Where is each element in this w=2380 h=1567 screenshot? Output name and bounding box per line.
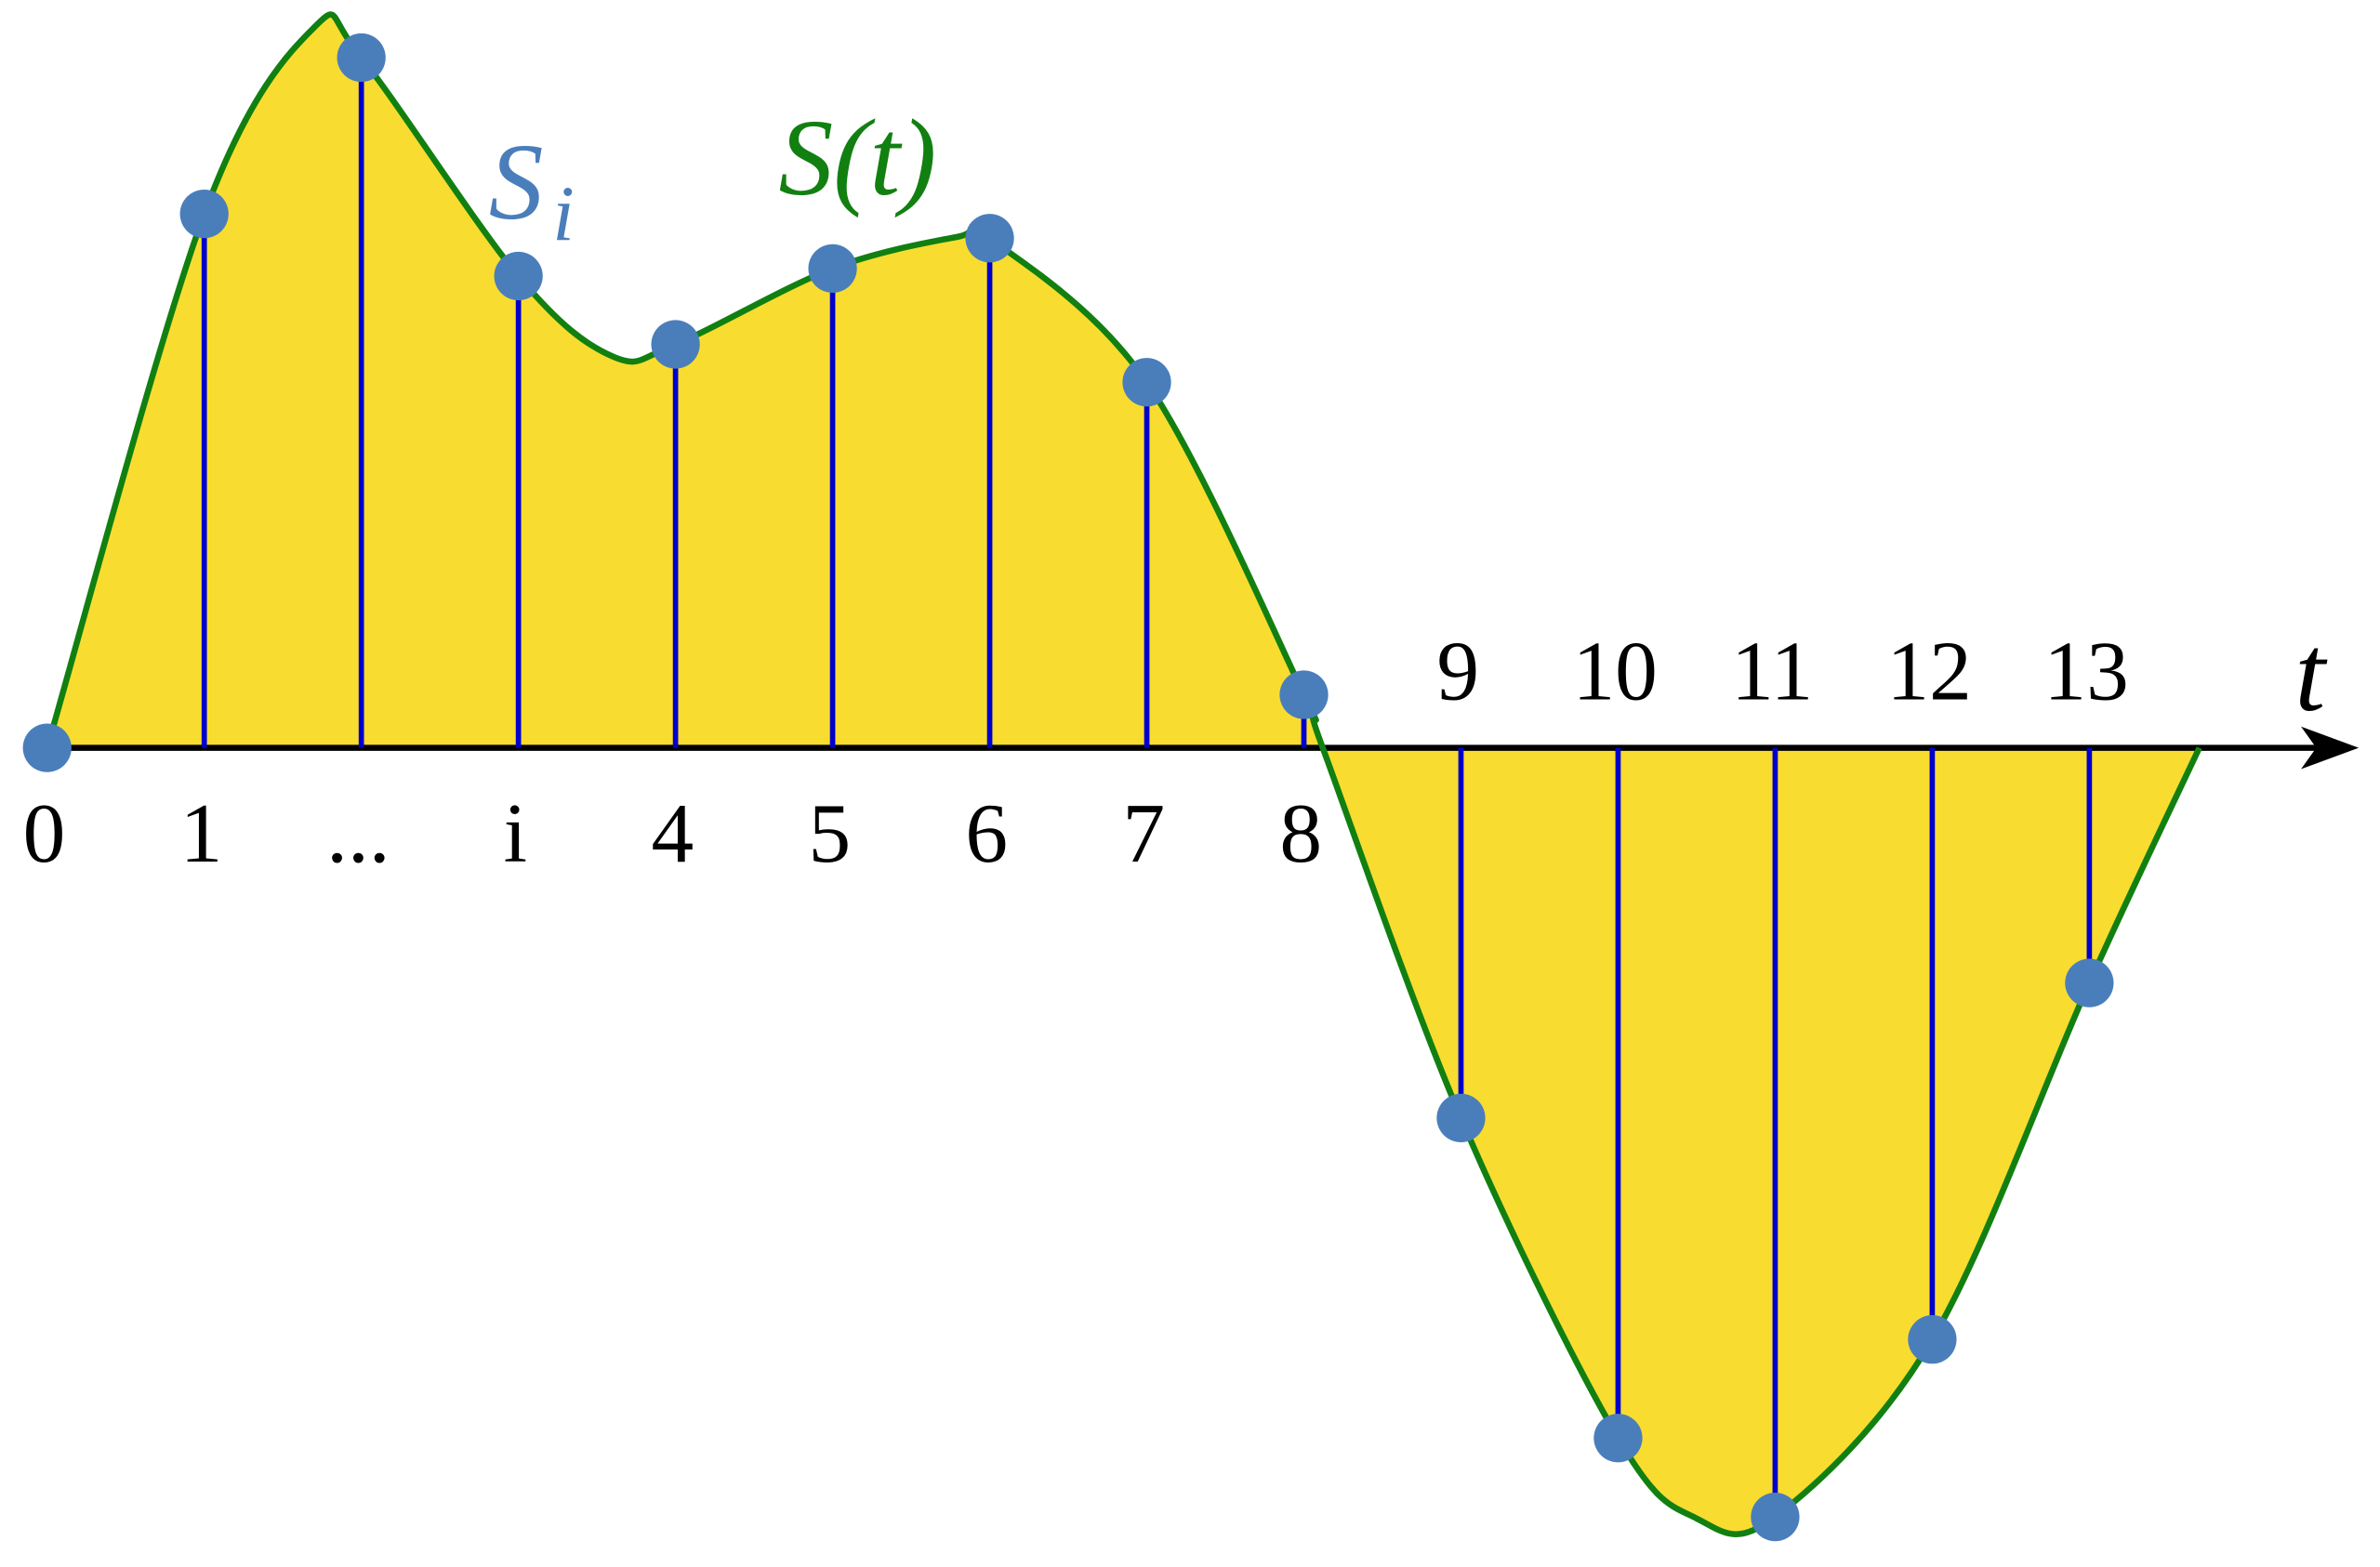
x-tick-label: 11 bbox=[1731, 624, 1813, 718]
x-tick-label: 5 bbox=[808, 786, 851, 880]
sample-dot bbox=[1593, 1414, 1643, 1463]
x-tick-label: 10 bbox=[1572, 624, 1657, 718]
sample-dot bbox=[22, 723, 72, 772]
sample-dot bbox=[965, 214, 1014, 263]
x-axis-arrow bbox=[2301, 726, 2360, 770]
area-layer bbox=[46, 14, 2200, 1534]
x-tick-label: 6 bbox=[965, 786, 1008, 880]
sample-label-subscript: i bbox=[552, 170, 575, 257]
x-tick-label: 7 bbox=[1122, 786, 1165, 880]
x-tick-label: 9 bbox=[1436, 624, 1479, 718]
x-tick-label: 12 bbox=[1886, 624, 1971, 718]
x-tick-label: 4 bbox=[651, 786, 694, 880]
sample-dot bbox=[1436, 1093, 1486, 1143]
sample-dot bbox=[1751, 1493, 1800, 1542]
x-tick-label: 8 bbox=[1279, 786, 1322, 880]
sample-label: S bbox=[489, 122, 544, 243]
x-tick-label: 1 bbox=[180, 786, 223, 880]
sample-dot bbox=[337, 33, 386, 83]
sample-dot bbox=[808, 244, 857, 294]
x-tick-label: ... bbox=[326, 786, 390, 880]
sample-dot bbox=[179, 190, 229, 239]
x-tick-label: 0 bbox=[23, 786, 66, 880]
dot-layer bbox=[22, 33, 2114, 1542]
sample-dot bbox=[1279, 670, 1329, 719]
stem-layer bbox=[201, 58, 2093, 1518]
axis-layer: 0 1... i 4 5 6 7 8 9 10 11 12 13 bbox=[23, 624, 2360, 880]
sample-dot bbox=[2065, 958, 2114, 1007]
sample-dot bbox=[494, 251, 543, 301]
curve-label: S(t) bbox=[779, 98, 937, 218]
curve-area bbox=[46, 14, 2200, 1534]
sample-dot bbox=[1908, 1315, 1957, 1364]
sample-dot bbox=[1122, 358, 1171, 407]
x-tick-label: 13 bbox=[2043, 624, 2128, 718]
x-axis-label: t bbox=[2295, 613, 2328, 734]
x-tick-label: i bbox=[504, 786, 527, 880]
sample-dot bbox=[651, 320, 700, 369]
